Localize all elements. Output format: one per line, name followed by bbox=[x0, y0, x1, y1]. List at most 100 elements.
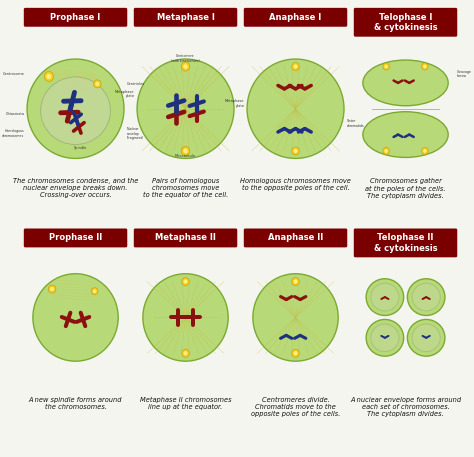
Ellipse shape bbox=[368, 63, 443, 103]
Ellipse shape bbox=[407, 279, 445, 315]
Text: Centrosome: Centrosome bbox=[2, 72, 24, 76]
Ellipse shape bbox=[155, 78, 216, 140]
Ellipse shape bbox=[390, 74, 421, 91]
Ellipse shape bbox=[371, 324, 399, 351]
FancyBboxPatch shape bbox=[244, 228, 347, 247]
Circle shape bbox=[292, 277, 299, 286]
Circle shape bbox=[422, 63, 428, 70]
Text: Centromere
(with kinetochore): Centromere (with kinetochore) bbox=[171, 54, 200, 63]
Text: Telophase I
& cytokinesis: Telophase I & cytokinesis bbox=[374, 12, 438, 32]
Ellipse shape bbox=[159, 290, 212, 345]
Ellipse shape bbox=[264, 285, 328, 350]
Ellipse shape bbox=[419, 330, 434, 345]
Ellipse shape bbox=[407, 319, 445, 356]
Ellipse shape bbox=[164, 296, 207, 339]
Text: Microtubule: Microtubule bbox=[175, 154, 196, 159]
Ellipse shape bbox=[39, 71, 112, 146]
Circle shape bbox=[294, 149, 297, 153]
Text: A nuclear envelope forms around
each set of chromosomes.
The cytoplasm divides.: A nuclear envelope forms around each set… bbox=[350, 397, 461, 417]
Ellipse shape bbox=[371, 283, 399, 311]
Ellipse shape bbox=[285, 307, 306, 329]
Ellipse shape bbox=[363, 112, 448, 157]
FancyBboxPatch shape bbox=[354, 228, 457, 257]
Text: Metaphase I: Metaphase I bbox=[156, 13, 214, 22]
Circle shape bbox=[182, 277, 189, 286]
Ellipse shape bbox=[415, 286, 438, 308]
Circle shape bbox=[91, 288, 98, 295]
Ellipse shape bbox=[384, 123, 427, 146]
Ellipse shape bbox=[54, 296, 97, 339]
FancyBboxPatch shape bbox=[134, 8, 237, 27]
Text: Pairs of homologous
chromosomes move
to the equator of the cell.: Pairs of homologous chromosomes move to … bbox=[143, 178, 228, 198]
Ellipse shape bbox=[290, 312, 301, 323]
Text: Metaphase
plate: Metaphase plate bbox=[115, 90, 134, 98]
Ellipse shape bbox=[368, 115, 443, 154]
Ellipse shape bbox=[64, 96, 88, 121]
Ellipse shape bbox=[422, 334, 430, 341]
Ellipse shape bbox=[379, 69, 432, 97]
Ellipse shape bbox=[180, 312, 191, 323]
Text: Homologous chromosomes move
to the opposite poles of the cell.: Homologous chromosomes move to the oppos… bbox=[240, 178, 351, 191]
Ellipse shape bbox=[384, 71, 427, 94]
Ellipse shape bbox=[161, 84, 210, 133]
Ellipse shape bbox=[370, 323, 400, 352]
Circle shape bbox=[95, 82, 99, 86]
Circle shape bbox=[292, 147, 299, 155]
Circle shape bbox=[383, 148, 390, 154]
Circle shape bbox=[183, 351, 187, 355]
Text: Chiasmata: Chiasmata bbox=[5, 112, 24, 116]
Ellipse shape bbox=[253, 65, 338, 152]
Ellipse shape bbox=[395, 129, 416, 140]
Ellipse shape bbox=[374, 286, 396, 308]
Circle shape bbox=[44, 71, 54, 81]
Circle shape bbox=[48, 285, 56, 293]
Ellipse shape bbox=[49, 290, 102, 345]
Circle shape bbox=[183, 64, 188, 69]
Ellipse shape bbox=[167, 90, 204, 128]
FancyBboxPatch shape bbox=[24, 8, 128, 27]
FancyBboxPatch shape bbox=[354, 8, 457, 37]
Ellipse shape bbox=[381, 334, 389, 341]
Ellipse shape bbox=[290, 102, 301, 115]
Ellipse shape bbox=[390, 126, 421, 143]
Ellipse shape bbox=[148, 279, 223, 356]
Ellipse shape bbox=[274, 296, 317, 339]
Ellipse shape bbox=[33, 65, 118, 152]
Text: Prophase II: Prophase II bbox=[49, 234, 102, 243]
Circle shape bbox=[383, 63, 390, 70]
Text: Metaphase II: Metaphase II bbox=[155, 234, 216, 243]
Ellipse shape bbox=[253, 274, 338, 361]
Circle shape bbox=[422, 148, 428, 154]
Ellipse shape bbox=[395, 77, 416, 89]
Ellipse shape bbox=[363, 60, 448, 106]
Ellipse shape bbox=[170, 301, 201, 334]
Ellipse shape bbox=[283, 96, 308, 121]
Ellipse shape bbox=[419, 290, 434, 304]
Ellipse shape bbox=[175, 307, 196, 329]
Ellipse shape bbox=[271, 84, 320, 133]
Ellipse shape bbox=[265, 78, 326, 140]
Ellipse shape bbox=[149, 71, 222, 146]
Ellipse shape bbox=[374, 66, 438, 100]
Circle shape bbox=[294, 351, 297, 355]
Text: Sister
chromatids: Sister chromatids bbox=[347, 119, 365, 128]
Circle shape bbox=[423, 149, 427, 153]
Ellipse shape bbox=[65, 307, 86, 329]
Ellipse shape bbox=[60, 301, 91, 334]
Text: Metaphase
plate: Metaphase plate bbox=[225, 100, 244, 108]
Ellipse shape bbox=[70, 312, 81, 323]
Text: The chromosomes condense, and the
nuclear envelope breaks down.
Crossing-over oc: The chromosomes condense, and the nuclea… bbox=[13, 178, 138, 198]
Ellipse shape bbox=[45, 78, 106, 140]
Circle shape bbox=[294, 64, 297, 69]
Ellipse shape bbox=[44, 285, 108, 350]
Ellipse shape bbox=[400, 80, 411, 86]
Text: A new spindle forms around
the chromosomes.: A new spindle forms around the chromosom… bbox=[29, 397, 122, 410]
Ellipse shape bbox=[51, 84, 100, 133]
Circle shape bbox=[183, 149, 188, 153]
Ellipse shape bbox=[27, 59, 124, 159]
Ellipse shape bbox=[154, 285, 218, 350]
Ellipse shape bbox=[400, 132, 411, 138]
Ellipse shape bbox=[370, 282, 400, 312]
FancyBboxPatch shape bbox=[134, 228, 237, 247]
Ellipse shape bbox=[374, 327, 396, 349]
